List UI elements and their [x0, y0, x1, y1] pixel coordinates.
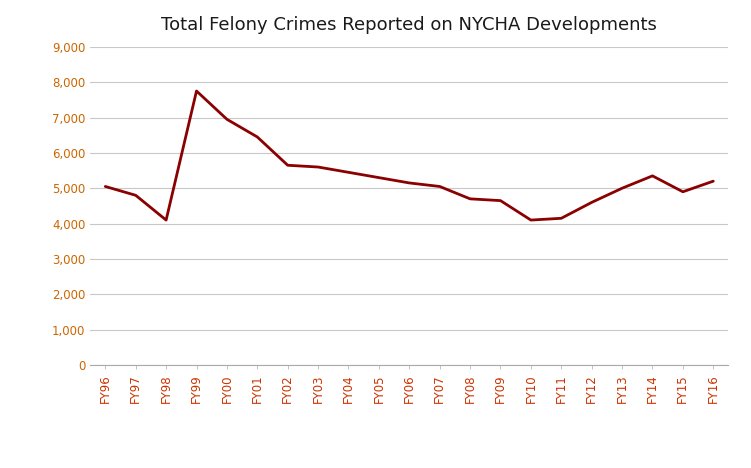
Title: Total Felony Crimes Reported on NYCHA Developments: Total Felony Crimes Reported on NYCHA De… — [161, 16, 657, 34]
